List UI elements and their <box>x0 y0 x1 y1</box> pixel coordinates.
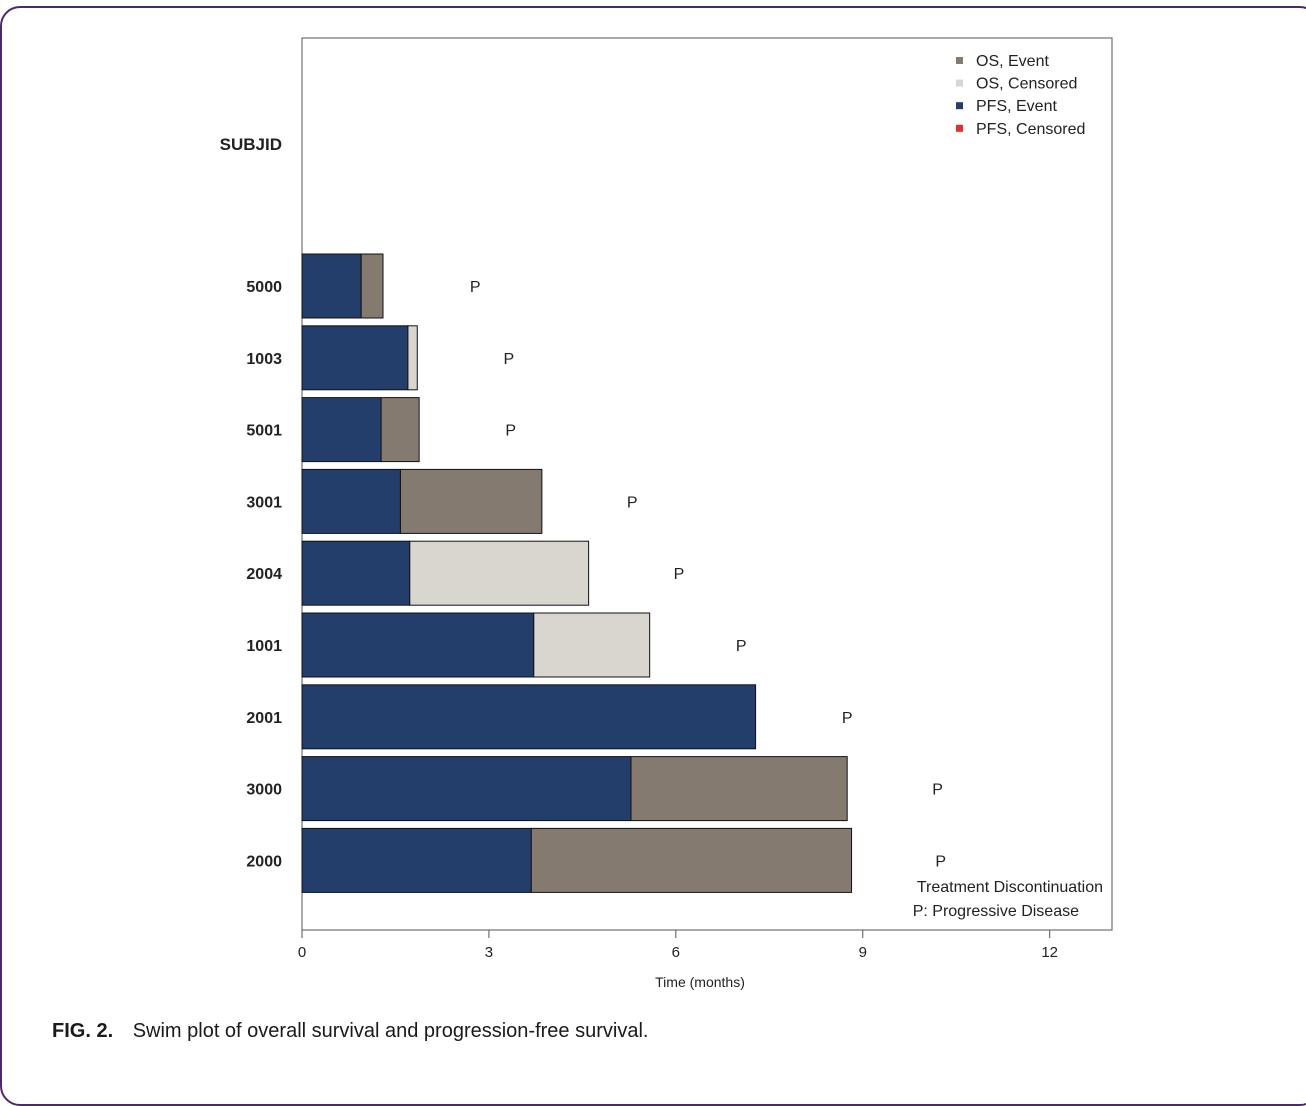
bar-pfs-5001 <box>301 397 382 463</box>
bar-os-1003 <box>407 325 418 391</box>
swim-plot: 5000 P 1003 P 5001 P 3001 P 2004 P 1001 P 2001 P 3000 P… <box>220 37 1113 990</box>
legend-label-1: OS, Censored <box>976 76 1077 93</box>
bar-pfs-3001 <box>301 468 401 534</box>
bar-pfs-2001 <box>301 684 757 750</box>
annotation-treatment-discontinuation: Treatment Discontinuation <box>917 879 1103 896</box>
bar-os-3000 <box>630 756 848 822</box>
legend-label-3: PFS, Censored <box>976 121 1085 138</box>
legend-swatch-3 <box>956 124 963 132</box>
bar-pfs-1001 <box>301 612 535 678</box>
y-tick-label-5001: 5001 <box>246 423 282 440</box>
progression-marker-5000: P <box>470 279 481 296</box>
bar-os-5001 <box>380 397 420 463</box>
progression-marker-1001: P <box>736 638 747 655</box>
figure-caption: FIG. 2. Swim plot of overall survival an… <box>52 1020 648 1043</box>
bar-os-2000 <box>530 827 853 893</box>
y-tick-label-1003: 1003 <box>246 351 282 368</box>
bar-pfs-5000 <box>301 253 362 319</box>
x-axis-label: Time (months) <box>655 974 745 990</box>
legend-label-0: OS, Event <box>976 53 1049 70</box>
bar-pfs-1003 <box>301 325 409 391</box>
progression-marker-2004: P <box>674 566 685 583</box>
bar-os-5000 <box>360 253 384 319</box>
bar-pfs-2000 <box>301 827 532 893</box>
legend-swatch-2 <box>956 102 963 110</box>
x-tick-label-0: 0 <box>298 944 306 961</box>
progression-marker-5001: P <box>505 423 516 440</box>
progression-marker-1003: P <box>504 351 515 368</box>
progression-marker-2001: P <box>842 710 853 727</box>
x-tick-label-12: 12 <box>1041 944 1058 961</box>
progression-marker-2000: P <box>935 853 946 870</box>
x-tick-label-6: 6 <box>672 944 680 961</box>
y-tick-label-2001: 2001 <box>246 710 282 727</box>
y-tick-label-2004: 2004 <box>246 566 282 583</box>
bar-os-2004 <box>409 540 590 606</box>
y-tick-label-2000: 2000 <box>246 853 282 870</box>
y-tick-label-3001: 3001 <box>246 494 282 511</box>
legend-label-2: PFS, Event <box>976 98 1057 115</box>
y-tick-label-3000: 3000 <box>246 782 282 799</box>
legend-swatch-1 <box>956 79 963 87</box>
x-tick-label-3: 3 <box>485 944 493 961</box>
progression-marker-3001: P <box>627 494 638 511</box>
bar-os-3001 <box>399 468 543 534</box>
bar-pfs-2004 <box>301 540 411 606</box>
figure-caption-text: Swim plot of overall survival and progre… <box>132 1020 649 1042</box>
annotation-progressive-disease: P: Progressive Disease <box>913 903 1079 920</box>
bar-os-1001 <box>533 612 651 678</box>
progression-marker-3000: P <box>932 782 943 799</box>
y-tick-label-5000: 5000 <box>246 279 282 296</box>
figure-label: FIG. 2. <box>52 1020 114 1042</box>
plot-area: 5000 P 1003 P 5001 P 3001 P 2004 P 1001 P 2001 P 3000 P… <box>246 37 1113 961</box>
y-axis-label: SUBJID <box>220 135 282 154</box>
legend-swatch-0 <box>956 57 963 64</box>
x-tick-label-9: 9 <box>859 944 867 961</box>
bar-pfs-3000 <box>301 756 632 822</box>
y-tick-label-1001: 1001 <box>246 638 282 655</box>
